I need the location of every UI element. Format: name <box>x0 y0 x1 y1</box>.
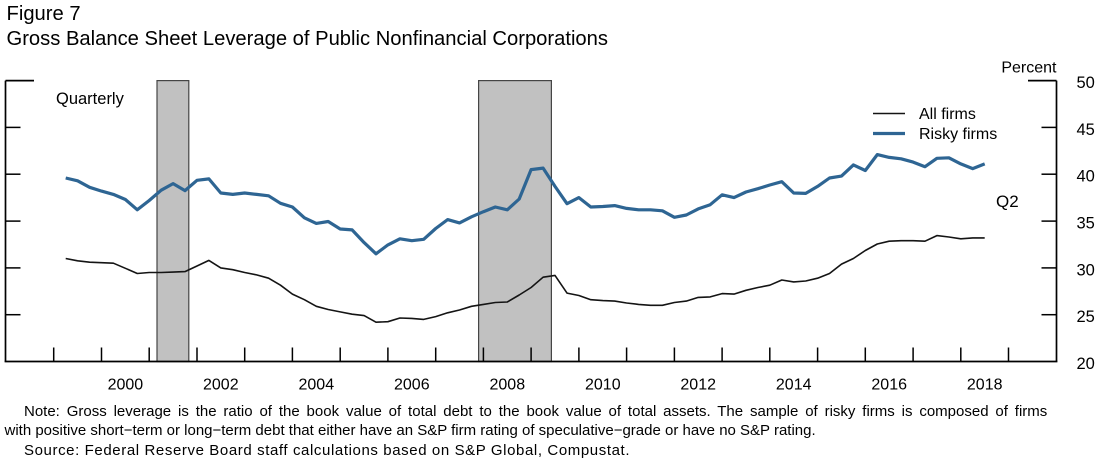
svg-text:2008: 2008 <box>490 376 526 393</box>
svg-text:2000: 2000 <box>108 376 144 393</box>
svg-text:2016: 2016 <box>871 376 907 393</box>
svg-text:2004: 2004 <box>299 376 335 393</box>
svg-text:45: 45 <box>1077 121 1095 139</box>
svg-text:20: 20 <box>1077 355 1095 373</box>
svg-text:35: 35 <box>1077 215 1095 233</box>
svg-text:40: 40 <box>1077 168 1095 186</box>
svg-text:Risky firms: Risky firms <box>919 126 997 143</box>
svg-text:2010: 2010 <box>585 376 621 393</box>
svg-text:2002: 2002 <box>203 376 239 393</box>
svg-text:2012: 2012 <box>680 376 716 393</box>
svg-text:25: 25 <box>1077 308 1095 326</box>
svg-text:50: 50 <box>1077 74 1095 92</box>
svg-text:Percent: Percent <box>1001 60 1057 77</box>
svg-text:Quarterly: Quarterly <box>56 90 125 108</box>
svg-text:2018: 2018 <box>967 376 1003 393</box>
svg-text:Q2: Q2 <box>996 192 1019 211</box>
svg-text:2014: 2014 <box>776 376 812 393</box>
svg-text:All firms: All firms <box>919 106 976 123</box>
svg-text:2006: 2006 <box>394 376 430 393</box>
svg-text:30: 30 <box>1077 261 1095 279</box>
